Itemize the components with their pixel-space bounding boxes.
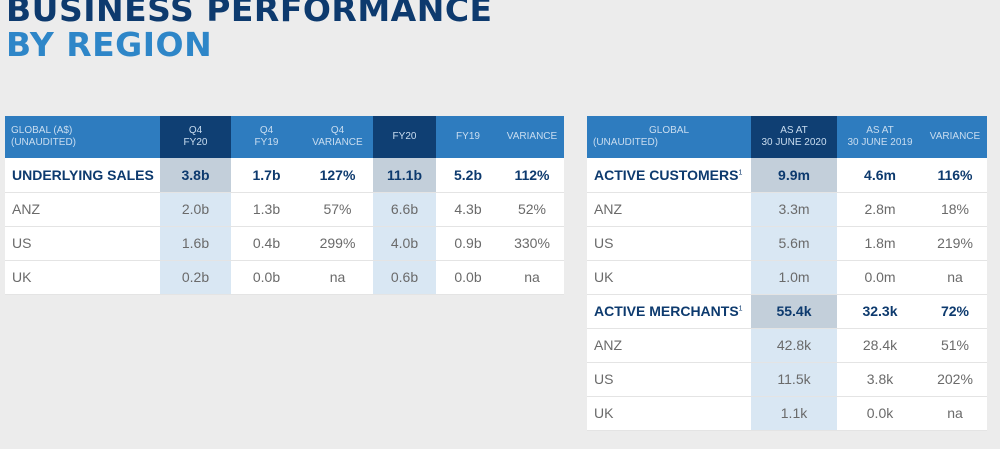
row-label: UK [587,396,751,431]
cell-variance: 51% [923,328,987,363]
cell-fy20: 6.6b [373,192,436,227]
cell-fy20: 11.1b [373,158,436,193]
header-variance: VARIANCE [500,116,564,158]
table-row: US 11.5k 3.8k 202% [587,362,987,397]
cell-variance: 52% [500,192,564,227]
cell-q4-fy19: 1.7b [231,158,302,193]
cell-2019: 32.3k [837,294,923,329]
cell-2019: 28.4k [837,328,923,363]
cell-2020: 1.1k [751,396,837,431]
cell-variance: 219% [923,226,987,261]
cell-q4-variance: 299% [302,226,373,261]
cell-2019: 0.0k [837,396,923,431]
table-row: UNDERLYING SALES 3.8b 1.7b 127% 11.1b 5.… [5,158,564,193]
cell-fy19: 4.3b [436,192,500,227]
cell-variance: na [923,396,987,431]
header-global: GLOBAL (UNAUDITED) [587,116,751,158]
table-row: US 1.6b 0.4b 299% 4.0b 0.9b 330% [5,226,564,261]
cell-fy19: 0.9b [436,226,500,261]
table-row: UK 1.0m 0.0m na [587,260,987,295]
cell-variance: na [500,260,564,295]
table-row: UK 1.1k 0.0k na [587,396,987,431]
cell-q4-fy20: 3.8b [160,158,231,193]
cell-q4-fy19: 0.0b [231,260,302,295]
header-fy20: FY20 [373,116,436,158]
header-as-at-2020: AS AT 30 JUNE 2020 [751,116,837,158]
row-label: US [5,226,160,261]
cell-fy20: 4.0b [373,226,436,261]
cell-q4-fy20: 0.2b [160,260,231,295]
cell-q4-fy20: 1.6b [160,226,231,261]
cell-2019: 4.6m [837,158,923,193]
table-header-row: GLOBAL (UNAUDITED) AS AT 30 JUNE 2020 AS… [587,116,987,158]
row-label: UK [5,260,160,295]
cell-2020: 11.5k [751,362,837,397]
row-label: ANZ [587,192,751,227]
cell-2020: 9.9m [751,158,837,193]
header-q4-fy20: Q4 FY20 [160,116,231,158]
cell-2019: 2.8m [837,192,923,227]
cell-fy20: 0.6b [373,260,436,295]
page-title-line-2: BY REGION [6,25,213,64]
cell-variance: 72% [923,294,987,329]
cell-q4-fy20: 2.0b [160,192,231,227]
cell-q4-variance: na [302,260,373,295]
cell-fy19: 5.2b [436,158,500,193]
cell-2020: 1.0m [751,260,837,295]
underlying-sales-table: GLOBAL (A$) (UNAUDITED) Q4 FY20 Q4 FY19 … [5,116,564,295]
cell-2020: 42.8k [751,328,837,363]
cell-2019: 0.0m [837,260,923,295]
row-label: ANZ [5,192,160,227]
table-row: ACTIVE CUSTOMERS1 9.9m 4.6m 116% [587,158,987,193]
cell-variance: 330% [500,226,564,261]
cell-q4-fy19: 0.4b [231,226,302,261]
cell-q4-variance: 57% [302,192,373,227]
cell-2020: 3.3m [751,192,837,227]
active-customers-merchants-table: GLOBAL (UNAUDITED) AS AT 30 JUNE 2020 AS… [587,116,987,431]
header-q4-variance: Q4 VARIANCE [302,116,373,158]
cell-variance: 202% [923,362,987,397]
page-title-line-1: BUSINESS PERFORMANCE [6,0,493,29]
table-row: UK 0.2b 0.0b na 0.6b 0.0b na [5,260,564,295]
header-q4-fy19: Q4 FY19 [231,116,302,158]
page-title: BUSINESS PERFORMANCE BY REGION [6,0,493,62]
header-variance: VARIANCE [923,116,987,158]
row-label: ACTIVE MERCHANTS1 [587,294,751,329]
table-header-row: GLOBAL (A$) (UNAUDITED) Q4 FY20 Q4 FY19 … [5,116,564,158]
cell-2019: 1.8m [837,226,923,261]
row-label: US [587,226,751,261]
cell-q4-fy19: 1.3b [231,192,302,227]
row-label: US [587,362,751,397]
row-label: UK [587,260,751,295]
table-row: ACTIVE MERCHANTS1 55.4k 32.3k 72% [587,294,987,329]
cell-q4-variance: 127% [302,158,373,193]
header-fy19: FY19 [436,116,500,158]
cell-variance: 112% [500,158,564,193]
cell-2020: 5.6m [751,226,837,261]
table-row: ANZ 3.3m 2.8m 18% [587,192,987,227]
table-row: ANZ 42.8k 28.4k 51% [587,328,987,363]
header-global: GLOBAL (A$) (UNAUDITED) [5,116,160,158]
row-label: ACTIVE CUSTOMERS1 [587,158,751,193]
header-as-at-2019: AS AT 30 JUNE 2019 [837,116,923,158]
table-row: ANZ 2.0b 1.3b 57% 6.6b 4.3b 52% [5,192,564,227]
cell-variance: na [923,260,987,295]
row-label: UNDERLYING SALES [5,158,160,193]
cell-variance: 116% [923,158,987,193]
cell-fy19: 0.0b [436,260,500,295]
cell-variance: 18% [923,192,987,227]
table-row: US 5.6m 1.8m 219% [587,226,987,261]
row-label: ANZ [587,328,751,363]
cell-2020: 55.4k [751,294,837,329]
cell-2019: 3.8k [837,362,923,397]
